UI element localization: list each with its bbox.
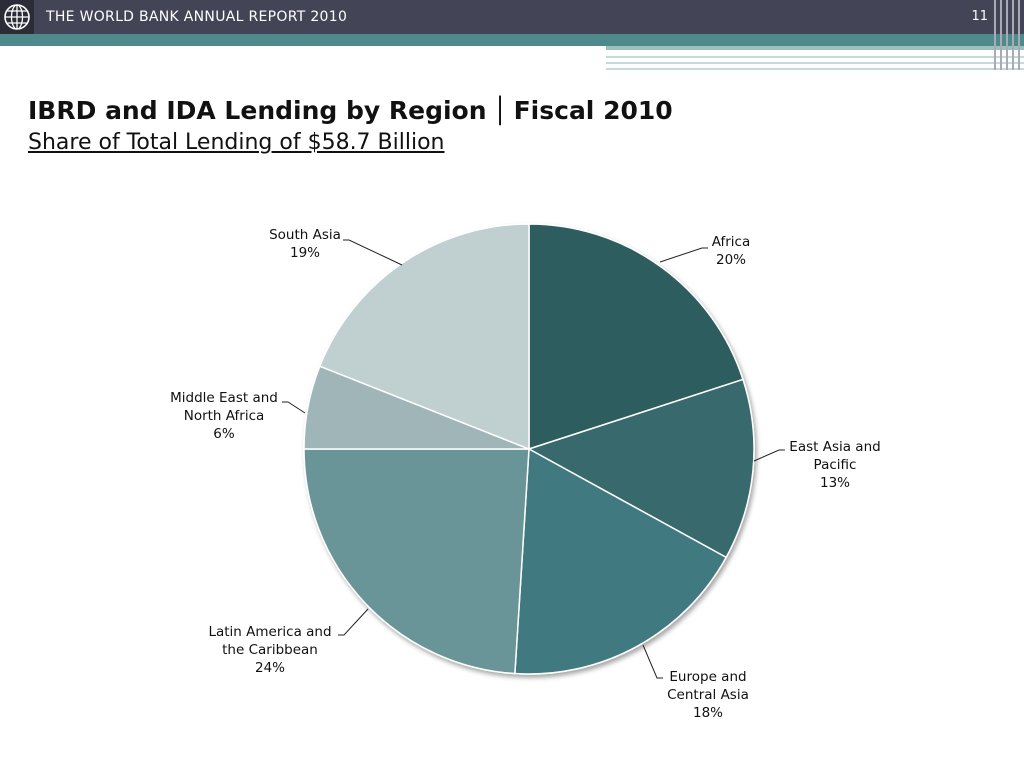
header-teal-band — [0, 34, 1024, 46]
slide-title: IBRD and IDA Lending by Region │ Fiscal 20… — [28, 96, 673, 125]
slide-subtitle: Share of Total Lending of $58.7 Billion — [28, 130, 445, 155]
pie-slice-africa — [528, 223, 744, 451]
header-rule — [606, 62, 1024, 64]
title-separator: │ — [492, 96, 508, 125]
leader-line — [659, 247, 708, 263]
header-rule — [606, 56, 1024, 58]
slice-label: East Asia and Pacific 13% — [789, 439, 880, 491]
globe-icon — [4, 4, 30, 30]
pie-slice-south-asia — [318, 223, 530, 451]
header-bar — [0, 0, 1024, 34]
page-number: 11 — [971, 9, 988, 24]
pie-slice-latin-america-and-the-caribbean — [303, 448, 530, 675]
slice-label: Latin America and the Caribbean 24% — [208, 624, 331, 676]
header-title: THE WORLD BANK ANNUAL REPORT 2010 — [46, 9, 348, 25]
leader-line — [338, 608, 369, 636]
header-stripe — [994, 0, 996, 70]
slice-label: Europe and Central Asia 18% — [667, 669, 749, 721]
header-rule — [606, 68, 1024, 70]
header-stripe — [1018, 0, 1020, 70]
slide-title-year: Fiscal 2010 — [513, 96, 673, 125]
leader-line — [282, 401, 306, 414]
slice-label: Middle East and North Africa 6% — [170, 390, 278, 442]
header-accent-band — [606, 46, 1024, 50]
header-stripe — [1012, 0, 1014, 70]
pie-slice-east-asia-and-pacific — [527, 378, 755, 559]
leader-line — [343, 239, 403, 266]
pie-slice-europe-and-central-asia — [514, 447, 728, 675]
header-stripe — [1000, 0, 1002, 70]
leader-line — [642, 644, 663, 679]
leader-line — [753, 449, 785, 462]
slide-title-main: IBRD and IDA Lending by Region — [28, 96, 487, 125]
header-stripe — [1006, 0, 1008, 70]
slice-label: South Asia 19% — [269, 227, 341, 261]
world-bank-logo — [0, 0, 34, 34]
slice-label: Africa 20% — [712, 234, 751, 268]
